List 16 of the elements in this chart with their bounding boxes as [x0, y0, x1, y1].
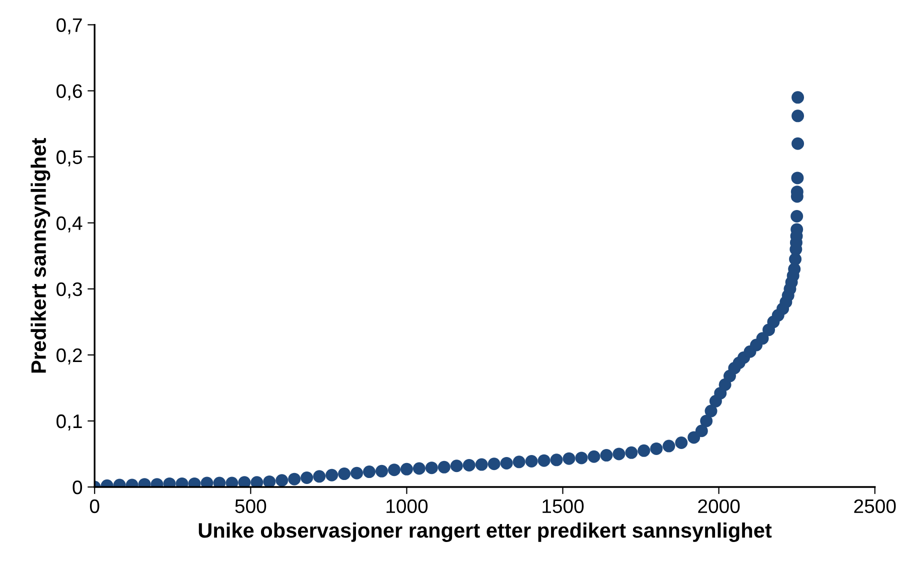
y-tick-label: 0,3	[56, 282, 82, 298]
y-tick-label: 0,2	[56, 348, 82, 364]
x-tick-label: 2500	[854, 499, 896, 514]
y-tick-label: 0,6	[56, 84, 82, 100]
y-tick-label: 0,4	[56, 216, 82, 232]
x-tick-label: 500	[235, 499, 266, 514]
x-tick-label: 1500	[542, 499, 584, 514]
x-tick-label: 1000	[386, 499, 428, 514]
x-tick-label: 2000	[698, 499, 740, 514]
x-tick-label: 0	[90, 499, 100, 514]
y-tick-label: 0,5	[56, 150, 82, 166]
x-axis-title: Unike observasjoner rangert etter predikert sannsynlighet	[198, 522, 772, 542]
y-tick-label: 0,7	[56, 18, 82, 34]
y-tick-label: 0	[72, 480, 82, 494]
y-tick-label: 0,1	[56, 414, 82, 430]
y-axis-title: Predikert sannsynlighet	[30, 138, 50, 373]
